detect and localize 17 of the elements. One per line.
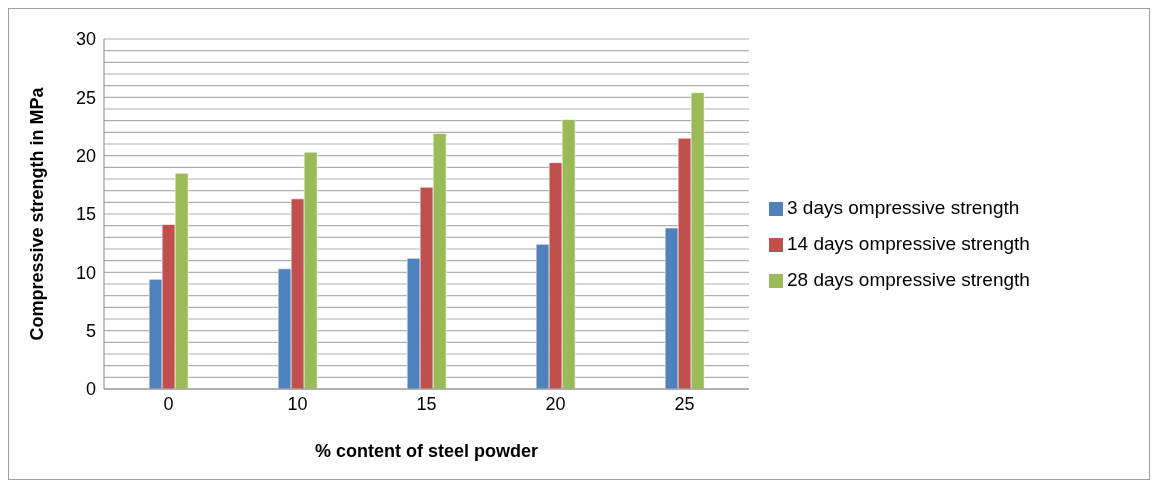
y-tick-label: 25 (75, 87, 96, 108)
y-tick-label: 20 (75, 146, 96, 167)
legend-label: 3 days ompressive strength (787, 197, 1020, 218)
x-tick-label: 20 (545, 393, 566, 414)
y-tick-label: 10 (75, 262, 96, 283)
y-axis-title: Compressive strength in MPa (27, 86, 48, 341)
legend-label: 28 days ompressive strength (787, 269, 1030, 290)
y-tick-label: 15 (75, 204, 96, 225)
x-tick-label: 25 (674, 393, 695, 414)
x-tick-label: 0 (163, 393, 174, 414)
x-tick-label: 15 (416, 393, 437, 414)
legend-label: 14 days ompressive strength (787, 233, 1030, 254)
x-tick-label: 10 (287, 393, 308, 414)
y-tick-label: 5 (85, 321, 96, 342)
y-tick-label: 0 (85, 379, 96, 400)
y-tick-label: 30 (75, 29, 96, 50)
x-axis-title: % content of steel powder (314, 441, 539, 461)
